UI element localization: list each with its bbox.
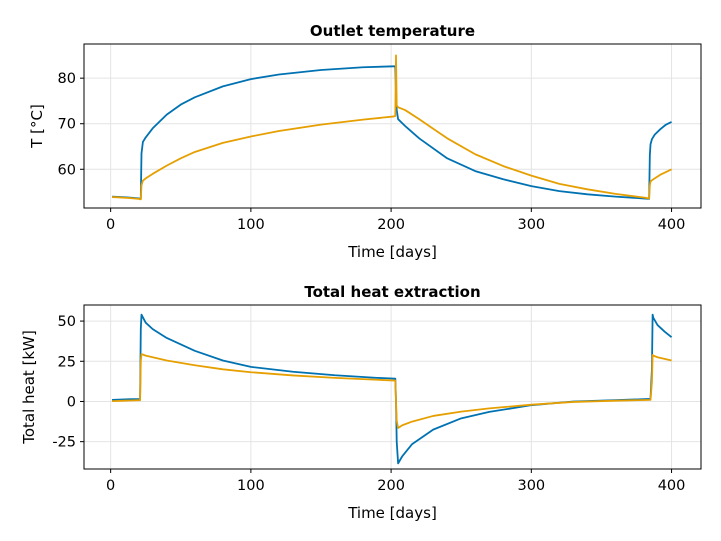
y-tick-label: 25 — [58, 354, 76, 370]
x-tick-label: 0 — [106, 478, 115, 494]
y-axis-label: Total heat [kW] — [20, 330, 38, 445]
y-axis-label: T [°C] — [28, 104, 46, 149]
outlet-temperature-panel: 0 100 200 300 400 60 70 80 Outlet temperature Tim… — [28, 22, 702, 261]
y-tick-label: -25 — [52, 435, 76, 451]
x-tick-label: 400 — [658, 217, 686, 233]
y-tick-label: 0 — [67, 394, 76, 410]
x-tick-label: 200 — [377, 478, 405, 494]
y-tick-label: 50 — [58, 314, 76, 330]
total-heat-extraction-panel: 0 100 200 300 400 -25 0 25 50 Total heat extracti… — [20, 283, 702, 522]
plot-frame — [83, 43, 702, 209]
series-line-1 — [112, 313, 673, 465]
x-tick-label: 100 — [237, 217, 265, 233]
plot-frame — [83, 304, 702, 470]
chart-title: Total heat extraction — [304, 283, 480, 301]
x-tick-label: 400 — [658, 478, 686, 494]
x-tick-label: 300 — [517, 217, 545, 233]
series-line-2 — [112, 353, 672, 429]
x-axis-label: Time [days] — [347, 243, 437, 261]
y-tick-label: 80 — [58, 71, 76, 87]
x-tick-label: 300 — [517, 478, 545, 494]
series-line-1 — [112, 65, 672, 200]
chart-title: Outlet temperature — [310, 22, 475, 40]
series-line-2 — [112, 54, 672, 201]
y-tick-label: 70 — [58, 117, 76, 133]
x-tick-label: 100 — [237, 478, 265, 494]
x-tick-label: 200 — [377, 217, 405, 233]
x-tick-label: 0 — [106, 217, 115, 233]
y-tick-label: 60 — [58, 162, 76, 178]
x-axis-label: Time [days] — [347, 504, 437, 522]
